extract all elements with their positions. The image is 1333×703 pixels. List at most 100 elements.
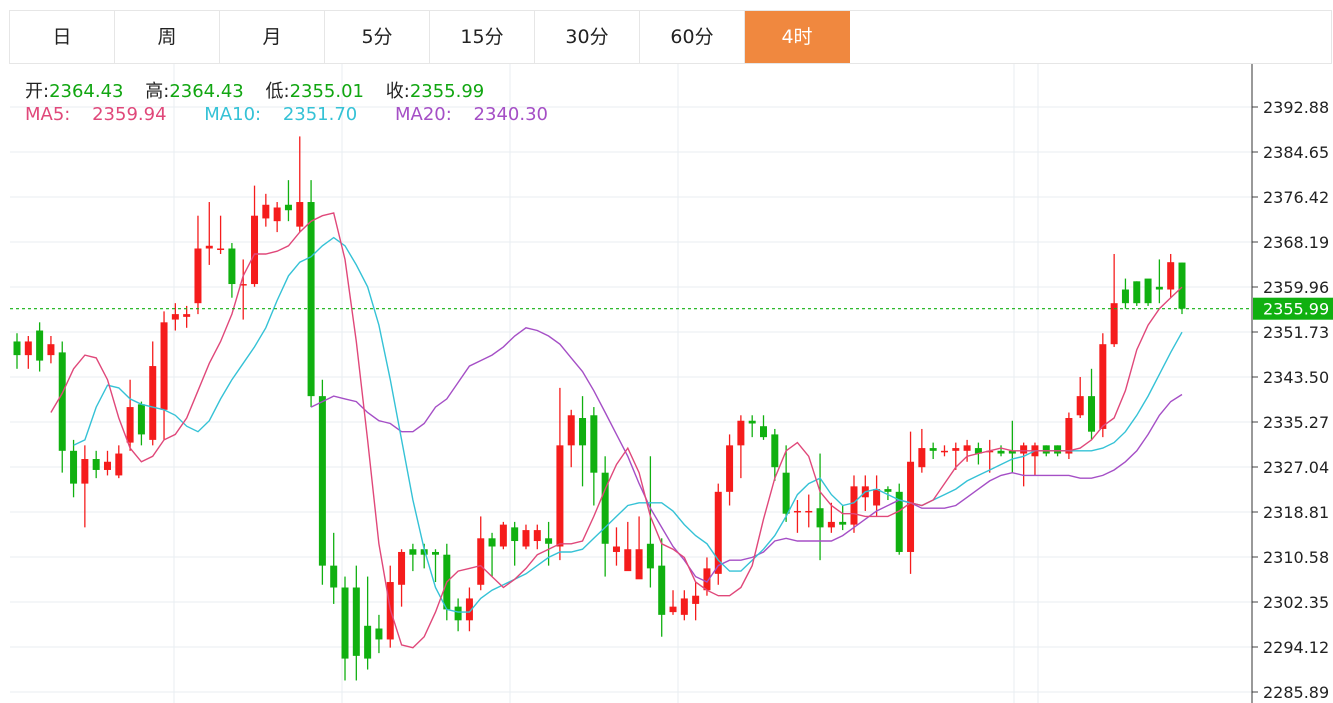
open-label: 开: (25, 81, 50, 102)
candle-body (228, 248, 236, 285)
tab-60min[interactable]: 60分 (640, 11, 745, 63)
y-tick-label: 2327.04 (1263, 458, 1329, 477)
ma10-readout: MA10: 2351.70 (204, 104, 373, 125)
y-tick-label: 2343.50 (1263, 368, 1329, 387)
candle-body (1042, 445, 1050, 454)
candle-body (522, 530, 530, 547)
ma20-readout: MA20: 2340.30 (395, 104, 564, 125)
candle-body (1065, 418, 1073, 454)
candle-body (1054, 445, 1062, 454)
candle-body (929, 448, 937, 451)
candle-series (13, 136, 1186, 681)
candle-body (748, 420, 756, 424)
tab-4hour[interactable]: 4时 (745, 11, 850, 63)
candle-body (669, 606, 677, 613)
tab-month[interactable]: 月 (220, 11, 325, 63)
candle-body (963, 445, 971, 451)
y-tick-label: 2392.88 (1263, 98, 1329, 117)
candle-body (1088, 396, 1096, 432)
candle-body (477, 538, 485, 585)
ma-lines (10, 212, 1252, 649)
candle-body (194, 248, 202, 304)
candle-body (658, 565, 666, 615)
ma10-line (73, 236, 1183, 613)
tab-30min[interactable]: 30分 (535, 11, 640, 63)
candle-body (793, 510, 801, 513)
candle-body (398, 551, 406, 585)
candle-body (511, 527, 519, 542)
candle-body (1178, 262, 1186, 309)
ma10-value: 2351.70 (282, 104, 358, 125)
y-tick-label: 2335.27 (1263, 413, 1329, 432)
candle-body (375, 628, 383, 640)
candle-body (171, 314, 179, 320)
ma20-label: MA20: (395, 104, 452, 125)
candle-body (680, 598, 688, 615)
candle-body (330, 565, 338, 588)
low-value: 2355.01 (289, 81, 365, 102)
candle-body (239, 284, 247, 286)
y-tick-label: 2351.73 (1263, 323, 1329, 342)
candle-body (1167, 262, 1175, 290)
candle-body (714, 491, 722, 574)
candle-body (262, 204, 270, 219)
candle-body (624, 549, 632, 572)
y-tick-label: 2368.19 (1263, 233, 1329, 252)
open-value: 2364.43 (49, 81, 124, 102)
chart-grid (10, 64, 1252, 703)
candle-body (646, 543, 654, 569)
candle-body (827, 521, 835, 528)
last-price-label: 2355.99 (1263, 300, 1329, 319)
ma20-value: 2340.30 (473, 104, 548, 125)
candle-body (997, 450, 1005, 454)
candle-body (126, 407, 134, 443)
candle-body (273, 207, 281, 222)
candle-body (205, 245, 213, 249)
ma-readout: MA5: 2359.94 MA10: 2351.70 MA20: 2340.30 (25, 104, 580, 125)
tab-week[interactable]: 周 (115, 11, 220, 63)
candle-body (36, 330, 44, 361)
close-label: 收: (385, 81, 410, 102)
candle-body (737, 420, 745, 446)
candle-body (884, 489, 892, 492)
tab-day[interactable]: 日 (10, 11, 115, 63)
candle-body (92, 459, 100, 470)
candle-body (81, 459, 89, 484)
tab-15min[interactable]: 15分 (430, 11, 535, 63)
period-tabs: 日 周 月 5分 15分 30分 60分 4时 (9, 10, 1332, 64)
candle-body (986, 450, 994, 453)
candle-body (692, 595, 700, 604)
y-axis: 2392.88 2384.65 2376.42 2368.19 2359.96 2351.… (1251, 64, 1333, 703)
candle-body (47, 344, 55, 356)
candle-body (590, 415, 598, 473)
y-tick-label: 2285.89 (1263, 683, 1329, 702)
candle-body (1144, 278, 1152, 304)
candle-body (771, 434, 779, 468)
candle-body (635, 549, 643, 580)
tab-5min[interactable]: 5分 (325, 11, 430, 63)
candle-body (816, 508, 824, 528)
low-label: 低: (265, 81, 290, 102)
candle-body (974, 448, 982, 454)
candle-body (431, 551, 439, 555)
candle-body (895, 491, 903, 552)
candle-body (454, 606, 462, 621)
y-tick-label: 2310.58 (1263, 548, 1329, 567)
candle-body (352, 587, 360, 656)
candle-body (1110, 303, 1118, 345)
candle-body (420, 549, 428, 555)
ma5-line (50, 212, 1183, 649)
high-label: 高: (145, 81, 170, 102)
candle-body (24, 341, 32, 356)
candle-body (318, 396, 326, 566)
candle-body (160, 322, 168, 410)
candle-body (115, 453, 123, 476)
ma5-readout: MA5: 2359.94 (25, 104, 183, 125)
candle-body (533, 530, 541, 542)
candle-body (567, 415, 575, 446)
candle-body (70, 450, 78, 484)
candle-body (409, 549, 417, 555)
candle-body (703, 568, 711, 591)
ma5-value: 2359.94 (92, 104, 167, 125)
